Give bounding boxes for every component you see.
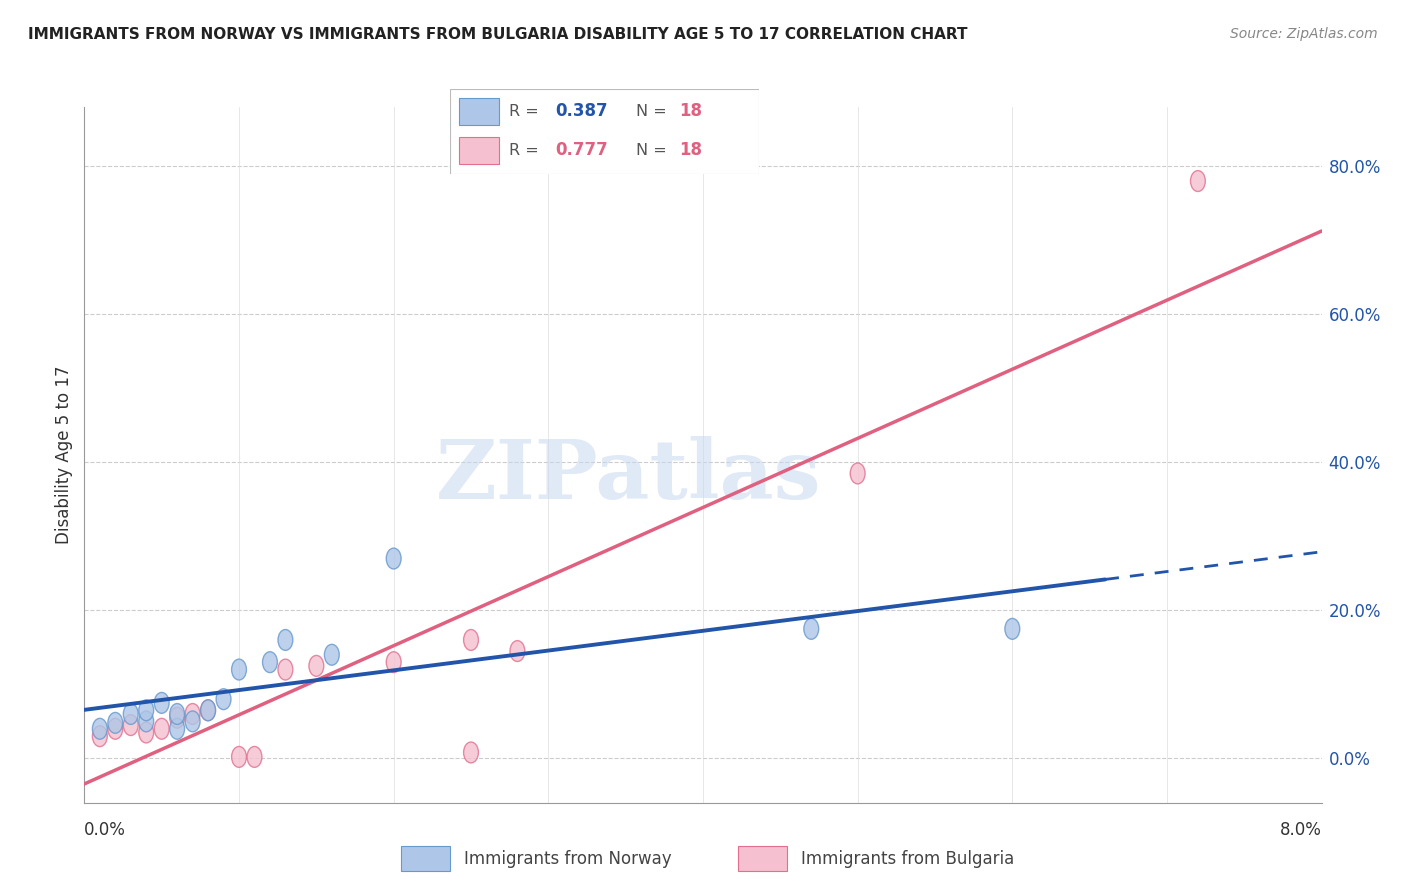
Ellipse shape — [263, 652, 277, 673]
FancyBboxPatch shape — [450, 89, 759, 174]
Ellipse shape — [124, 704, 138, 724]
Ellipse shape — [387, 548, 401, 569]
Text: 8.0%: 8.0% — [1279, 822, 1322, 839]
FancyBboxPatch shape — [460, 136, 499, 164]
Ellipse shape — [124, 714, 138, 736]
Ellipse shape — [186, 704, 200, 724]
Ellipse shape — [1005, 618, 1019, 640]
Ellipse shape — [464, 742, 478, 763]
Ellipse shape — [93, 726, 107, 747]
Ellipse shape — [804, 618, 818, 640]
Text: 18: 18 — [679, 141, 702, 159]
Ellipse shape — [170, 718, 184, 739]
Y-axis label: Disability Age 5 to 17: Disability Age 5 to 17 — [55, 366, 73, 544]
Ellipse shape — [232, 659, 246, 680]
Ellipse shape — [201, 700, 215, 721]
Ellipse shape — [464, 630, 478, 650]
Text: ZIPatlas: ZIPatlas — [436, 436, 821, 516]
FancyBboxPatch shape — [738, 847, 787, 871]
Text: Immigrants from Norway: Immigrants from Norway — [464, 849, 672, 868]
Ellipse shape — [155, 692, 169, 714]
Ellipse shape — [155, 718, 169, 739]
Text: Immigrants from Bulgaria: Immigrants from Bulgaria — [801, 849, 1015, 868]
Ellipse shape — [1191, 170, 1205, 192]
Text: 18: 18 — [679, 103, 702, 120]
Ellipse shape — [170, 707, 184, 728]
Ellipse shape — [232, 747, 246, 767]
Text: 0.387: 0.387 — [555, 103, 607, 120]
Ellipse shape — [139, 700, 153, 721]
FancyBboxPatch shape — [401, 847, 450, 871]
Ellipse shape — [108, 718, 122, 739]
Ellipse shape — [170, 704, 184, 724]
Ellipse shape — [851, 463, 865, 483]
FancyBboxPatch shape — [460, 98, 499, 125]
Text: R =: R = — [509, 103, 544, 119]
Ellipse shape — [278, 630, 292, 650]
Ellipse shape — [247, 747, 262, 767]
Ellipse shape — [217, 689, 231, 710]
Text: 0.777: 0.777 — [555, 141, 607, 159]
Ellipse shape — [186, 711, 200, 731]
Ellipse shape — [139, 711, 153, 731]
Ellipse shape — [278, 659, 292, 680]
Ellipse shape — [201, 700, 215, 721]
Ellipse shape — [93, 718, 107, 739]
Text: N =: N = — [636, 103, 672, 119]
Text: Source: ZipAtlas.com: Source: ZipAtlas.com — [1230, 27, 1378, 41]
Ellipse shape — [510, 640, 524, 662]
Ellipse shape — [309, 656, 323, 676]
Text: N =: N = — [636, 143, 672, 158]
Text: IMMIGRANTS FROM NORWAY VS IMMIGRANTS FROM BULGARIA DISABILITY AGE 5 TO 17 CORREL: IMMIGRANTS FROM NORWAY VS IMMIGRANTS FRO… — [28, 27, 967, 42]
Text: 0.0%: 0.0% — [84, 822, 127, 839]
Ellipse shape — [139, 722, 153, 743]
Text: R =: R = — [509, 143, 544, 158]
Ellipse shape — [108, 713, 122, 733]
Ellipse shape — [325, 644, 339, 665]
Ellipse shape — [387, 652, 401, 673]
